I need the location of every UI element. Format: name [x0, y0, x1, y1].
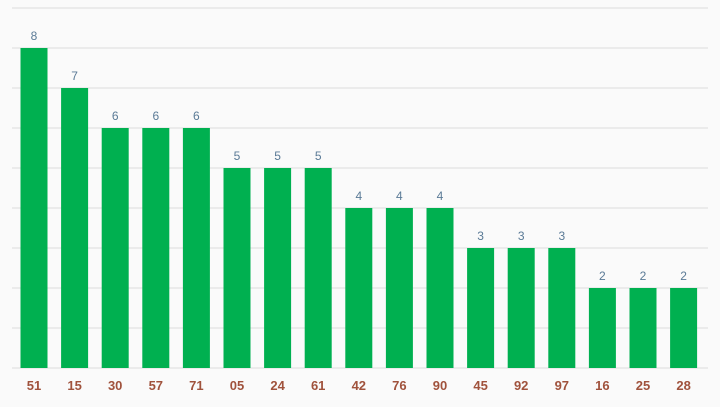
category-label-15: 15 — [67, 378, 81, 393]
category-label-16: 16 — [595, 378, 609, 393]
bar-61 — [304, 168, 332, 368]
category-label-61: 61 — [311, 378, 325, 393]
value-label-92: 3 — [518, 229, 525, 243]
category-label-25: 25 — [636, 378, 650, 393]
category-label-97: 97 — [555, 378, 569, 393]
value-label-30: 6 — [112, 109, 119, 123]
value-label-97: 3 — [558, 229, 565, 243]
value-label-45: 3 — [477, 229, 484, 243]
category-label-30: 30 — [108, 378, 122, 393]
value-label-51: 8 — [31, 29, 38, 43]
category-label-28: 28 — [676, 378, 690, 393]
bar-16 — [588, 288, 616, 368]
bar-24 — [264, 168, 292, 368]
value-label-61: 5 — [315, 149, 322, 163]
value-label-28: 2 — [680, 269, 687, 283]
category-label-76: 76 — [392, 378, 406, 393]
bar-51 — [20, 48, 48, 368]
bar-71 — [182, 128, 210, 368]
category-label-90: 90 — [433, 378, 447, 393]
value-label-24: 5 — [274, 149, 281, 163]
category-label-71: 71 — [189, 378, 203, 393]
bar-97 — [548, 248, 576, 368]
category-label-42: 42 — [352, 378, 366, 393]
bar-45 — [467, 248, 495, 368]
bar-42 — [345, 208, 373, 368]
category-label-51: 51 — [27, 378, 41, 393]
value-label-15: 7 — [71, 69, 78, 83]
bar-25 — [629, 288, 657, 368]
category-label-24: 24 — [270, 378, 285, 393]
bar-57 — [142, 128, 170, 368]
value-label-25: 2 — [640, 269, 647, 283]
bar-76 — [385, 208, 413, 368]
value-label-90: 4 — [437, 189, 444, 203]
bar-15 — [61, 88, 89, 368]
bar-30 — [101, 128, 129, 368]
value-label-05: 5 — [234, 149, 241, 163]
category-label-57: 57 — [149, 378, 163, 393]
bar-05 — [223, 168, 251, 368]
value-label-76: 4 — [396, 189, 403, 203]
bar-28 — [670, 288, 698, 368]
bar-90 — [426, 208, 454, 368]
category-label-92: 92 — [514, 378, 528, 393]
category-label-05: 05 — [230, 378, 244, 393]
bar-92 — [507, 248, 535, 368]
value-label-16: 2 — [599, 269, 606, 283]
value-label-71: 6 — [193, 109, 200, 123]
value-label-57: 6 — [152, 109, 159, 123]
value-label-42: 4 — [355, 189, 362, 203]
category-label-45: 45 — [473, 378, 487, 393]
